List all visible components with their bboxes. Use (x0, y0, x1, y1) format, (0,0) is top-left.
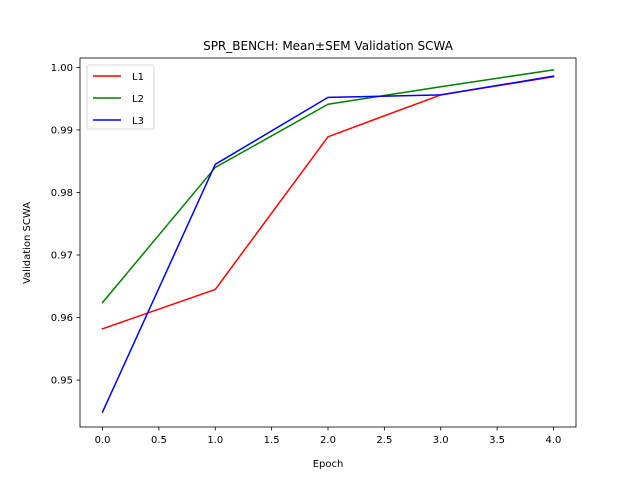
y-tick-label: 1.00 (51, 63, 73, 74)
x-axis-title: Epoch (313, 459, 344, 470)
y-tick-label: 0.97 (51, 251, 73, 262)
y-axis-title: Validation SCWA (22, 202, 33, 284)
legend-box (86, 64, 155, 130)
series-line-l3 (101, 75, 555, 413)
legend-label-l3: L3 (132, 116, 144, 127)
x-tick-label: 1.0 (207, 435, 223, 446)
x-tick-label: 1.5 (264, 435, 280, 446)
chart-title: SPR_BENCH: Mean±SEM Validation SCWA (203, 39, 454, 53)
y-tick-label: 0.96 (51, 313, 73, 324)
y-tick-label: 0.99 (51, 125, 73, 136)
y-tick-label: 0.98 (51, 188, 73, 199)
x-tick-label: 0.5 (151, 435, 167, 446)
x-tick-label: 2.5 (376, 435, 392, 446)
legend-label-l1: L1 (132, 72, 144, 83)
plot-area: 0.0 0.5 1.0 1.5 2.0 2.5 3.0 3.5 4.0 0.95 0.96 0.97 0… (51, 57, 577, 446)
series-line-l2 (101, 69, 555, 304)
x-tick-label: 3.0 (433, 435, 449, 446)
x-tick-label: 4.0 (546, 435, 562, 446)
y-tick-label: 0.95 (51, 376, 73, 387)
legend-label-l2: L2 (132, 94, 144, 105)
x-tick-label: 0.0 (95, 435, 111, 446)
x-tick-label: 2.0 (320, 435, 336, 446)
x-tick-label: 3.5 (489, 435, 505, 446)
